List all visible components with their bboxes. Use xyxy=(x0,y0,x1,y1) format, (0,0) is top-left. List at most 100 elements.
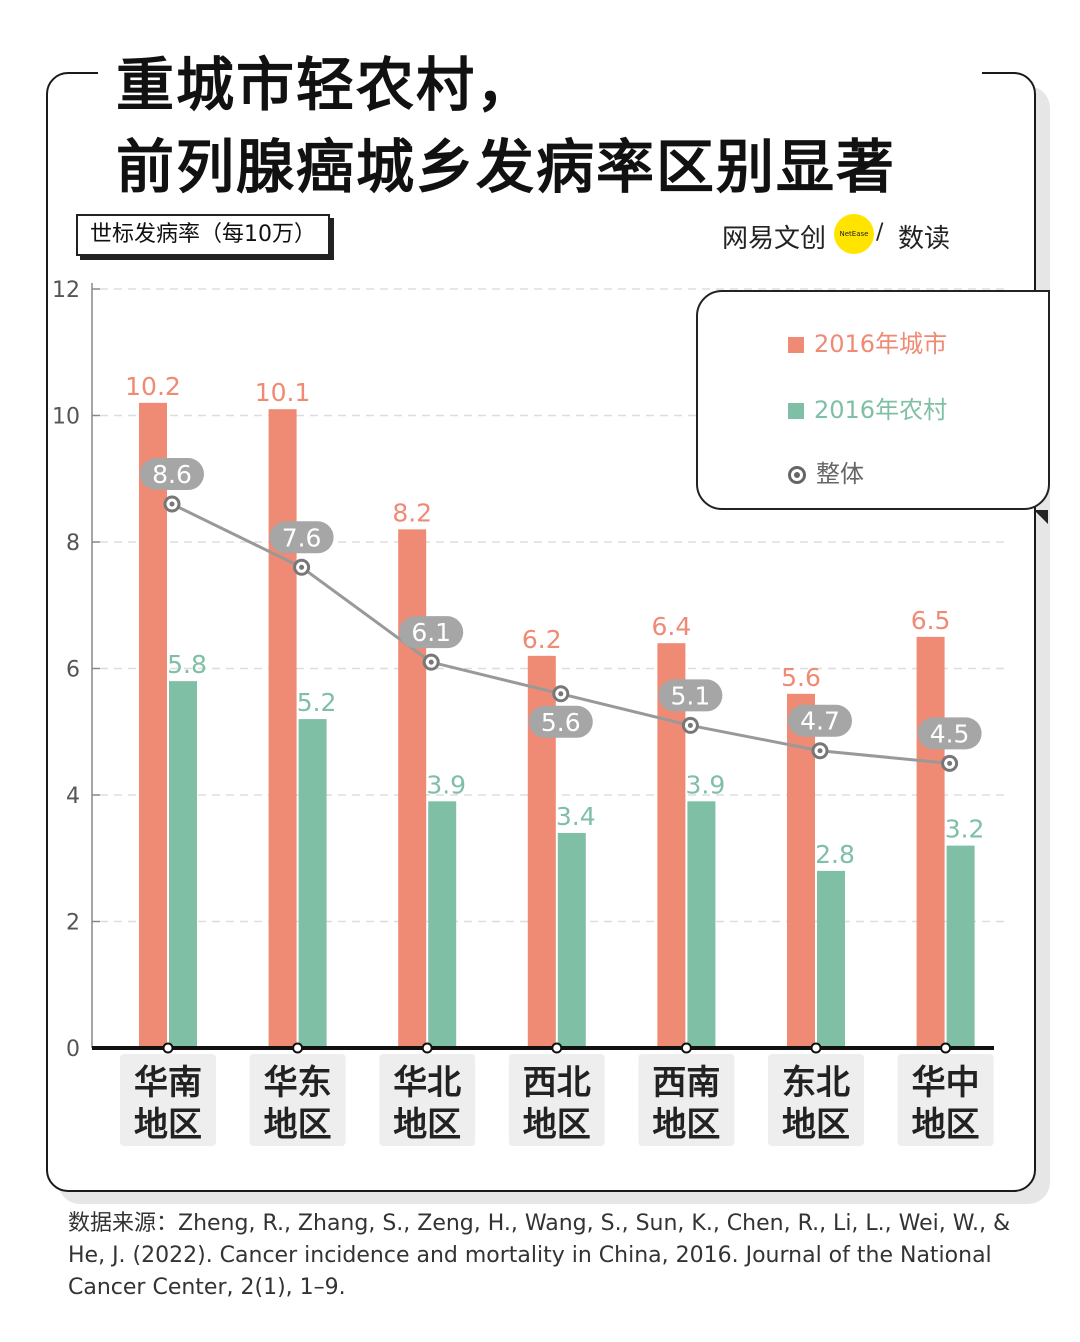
legend-corner xyxy=(1034,510,1048,524)
category-label-bg xyxy=(120,1054,216,1146)
y-tick-label: 6 xyxy=(66,658,80,683)
legend-label-overall: 整体 xyxy=(816,460,864,488)
chart-title-line-1: 重城市轻农村， xyxy=(116,51,537,119)
y-tick-label: 12 xyxy=(52,278,80,303)
bar-urban xyxy=(916,636,945,1048)
data-label-urban: 10.1 xyxy=(255,378,311,407)
data-label-rural: 3.9 xyxy=(686,770,726,799)
overall-point-center xyxy=(558,691,564,697)
legend-item-overall: 整体 xyxy=(788,454,864,489)
overall-label-pill xyxy=(788,704,852,737)
source-note: 数据来源：Zheng, R., Zhang, S., Zeng, H., Wan… xyxy=(68,1211,1011,1300)
overall-point-center xyxy=(947,760,953,766)
brand-sub: 数读 xyxy=(898,224,951,254)
axis-marker-icon xyxy=(551,1042,563,1054)
overall-point-center xyxy=(169,501,175,507)
category-label-line1: 东北 xyxy=(782,1063,850,1103)
data-label-rural: 3.9 xyxy=(426,770,466,799)
brand-logo: 网易文创 NetEase / 数读 xyxy=(722,214,982,254)
bar-rural xyxy=(687,801,716,1048)
data-label-urban: 6.4 xyxy=(652,612,692,641)
category-label-line2: 地区 xyxy=(393,1105,461,1145)
category-label-line2: 地区 xyxy=(652,1105,720,1145)
legend-item-urban: 2016年城市 xyxy=(788,324,947,359)
chart-title-line-2: 前列腺癌城乡发病率区别显著 xyxy=(116,133,897,201)
data-label-rural: 5.8 xyxy=(167,650,207,679)
y-tick-label: 0 xyxy=(66,1037,80,1062)
legend-marker-icon xyxy=(788,466,806,484)
overall-label-pill xyxy=(658,679,723,712)
y-tick-label: 10 xyxy=(52,405,80,430)
axis-marker-icon xyxy=(421,1042,433,1054)
netease-dot-icon: NetEase xyxy=(834,214,874,254)
legend-swatch-rural xyxy=(788,403,804,419)
y-tick-label: 2 xyxy=(66,911,80,936)
axis-marker-icon xyxy=(162,1042,174,1054)
category-label-bg xyxy=(768,1054,864,1146)
bar-urban xyxy=(268,409,297,1048)
category-label-bg xyxy=(638,1054,735,1146)
data-label-urban: 5.6 xyxy=(781,663,821,692)
overall-data-label: 4.7 xyxy=(800,707,840,736)
category-label-line2: 地区 xyxy=(912,1105,980,1145)
bar-rural xyxy=(817,870,845,1048)
category-label-bg xyxy=(379,1054,476,1146)
bar-rural xyxy=(946,845,975,1048)
bar-urban xyxy=(787,693,815,1048)
overall-label-pill xyxy=(140,458,204,491)
legend: 2016年城市 2016年农村 整体 xyxy=(696,290,1050,510)
overall-point-center xyxy=(817,748,823,754)
brand-name: 网易文创 xyxy=(722,224,827,254)
category-label-line1: 华中 xyxy=(912,1063,980,1103)
data-label-urban: 6.2 xyxy=(522,625,562,654)
overall-data-label: 5.6 xyxy=(541,708,581,737)
category-label-bg xyxy=(508,1054,605,1146)
category-label-line1: 华东 xyxy=(264,1063,332,1103)
data-label-rural: 3.4 xyxy=(556,802,596,831)
bar-urban xyxy=(139,402,167,1049)
overall-point-center xyxy=(428,659,434,665)
axis-marker-icon xyxy=(680,1042,692,1054)
category-label-bg xyxy=(249,1054,346,1146)
axis-marker-icon xyxy=(940,1042,952,1054)
category-label-line1: 华北 xyxy=(393,1063,461,1103)
y-tick-label: 8 xyxy=(66,531,80,556)
brand-slash: / xyxy=(876,220,884,245)
data-label-urban: 10.2 xyxy=(125,372,181,401)
legend-label-rural: 2016年农村 xyxy=(814,396,948,424)
category-label-line1: 西南 xyxy=(652,1063,720,1103)
title-background xyxy=(98,30,982,198)
axis-marker-icon xyxy=(292,1042,304,1054)
overall-data-label: 6.1 xyxy=(411,618,451,647)
bar-rural xyxy=(169,681,197,1048)
legend-swatch-urban xyxy=(788,337,804,353)
overall-point-center xyxy=(687,722,693,728)
bar-rural xyxy=(428,801,457,1048)
axis-marker-icon xyxy=(810,1042,822,1054)
bar-urban xyxy=(398,529,427,1048)
data-label-rural: 3.2 xyxy=(945,815,985,844)
legend-item-rural: 2016年农村 xyxy=(788,390,947,425)
overall-label-pill xyxy=(917,717,982,750)
category-label-line1: 西北 xyxy=(523,1063,591,1103)
data-label-rural: 5.2 xyxy=(297,688,337,717)
category-label-line2: 地区 xyxy=(264,1105,332,1145)
overall-label-pill xyxy=(528,705,593,738)
category-label-line2: 地区 xyxy=(523,1105,591,1145)
y-axis-label: 世标发病率（每10万） xyxy=(76,214,330,256)
overall-point-center xyxy=(299,564,305,570)
category-label-line1: 华南 xyxy=(134,1063,202,1103)
legend-label-urban: 2016年城市 xyxy=(814,330,948,358)
data-label-rural: 2.8 xyxy=(815,840,855,869)
category-label-bg xyxy=(897,1054,994,1146)
bar-rural xyxy=(557,832,586,1048)
category-label-line2: 地区 xyxy=(782,1105,850,1145)
overall-label-pill xyxy=(269,521,334,554)
y-tick-label: 4 xyxy=(66,784,80,809)
overall-data-label: 5.1 xyxy=(671,681,711,710)
data-label-urban: 6.5 xyxy=(911,606,951,635)
overall-data-label: 8.6 xyxy=(152,460,192,489)
bar-rural xyxy=(298,719,327,1048)
category-label-line2: 地区 xyxy=(134,1105,202,1145)
